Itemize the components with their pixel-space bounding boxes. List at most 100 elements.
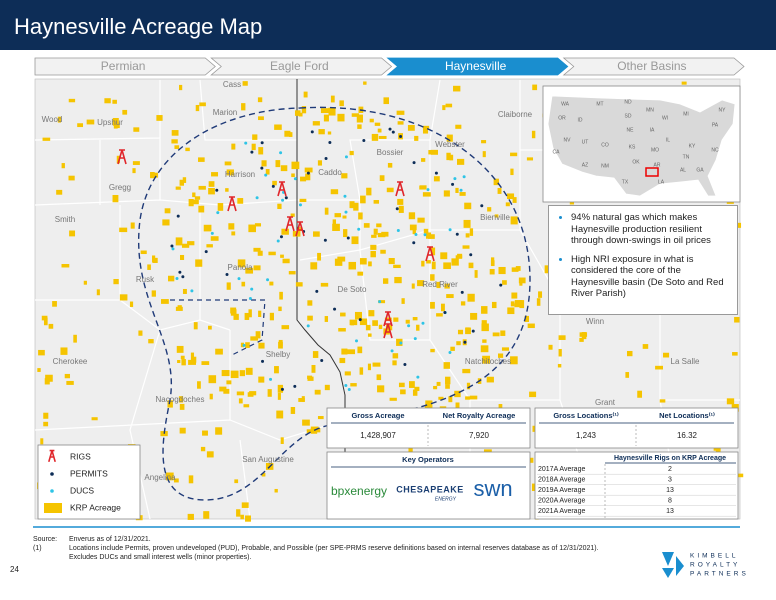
- acreage-tract: [42, 137, 51, 141]
- acreage-tract: [198, 157, 205, 162]
- acreage-tract: [349, 201, 355, 209]
- duc: [459, 188, 463, 192]
- acreage-tract: [267, 389, 272, 397]
- tab[interactable]: [210, 57, 393, 76]
- acreage-tract: [334, 213, 342, 218]
- tab[interactable]: [562, 57, 745, 76]
- acreage-tract: [422, 127, 429, 134]
- acreage-tract: [529, 391, 537, 398]
- acreage-tract: [382, 278, 389, 284]
- operator-logo: CHESAPEAKE: [396, 484, 464, 494]
- acreage-tract: [234, 479, 239, 484]
- acreage-tract: [681, 81, 687, 85]
- acreage-tract: [431, 261, 436, 270]
- acreage-tract: [167, 472, 171, 479]
- acreage-tract: [64, 373, 71, 379]
- state-line: [296, 79, 346, 519]
- acreage-tract: [454, 390, 461, 398]
- state-label: LA: [658, 179, 665, 185]
- acreage-tract: [209, 393, 213, 400]
- tab-label[interactable]: Other Basins: [617, 59, 686, 73]
- acreage-tract: [317, 252, 322, 261]
- acreage-tract: [188, 475, 194, 484]
- acreage-tract: [376, 223, 382, 228]
- permit: [455, 232, 459, 236]
- acreage-tract: [132, 161, 140, 165]
- acreage-tract: [337, 113, 345, 122]
- county-label: Upshur: [97, 118, 123, 127]
- acreage-tract: [363, 81, 367, 85]
- acreage-tract: [373, 200, 380, 204]
- acreage-tract: [469, 395, 478, 400]
- acreage-tract: [261, 473, 266, 477]
- acreage-tract: [156, 115, 163, 121]
- acreage-tract: [341, 348, 348, 355]
- rig-year: 2020A Average: [538, 497, 585, 504]
- tab[interactable]: [34, 57, 216, 76]
- acreage-tract: [277, 384, 284, 393]
- acreage-tract: [182, 288, 187, 294]
- logo-mark: [662, 552, 684, 578]
- tab-label[interactable]: Haynesville: [445, 59, 507, 73]
- rig: [395, 181, 405, 197]
- duc: [414, 232, 418, 236]
- acreage-tract: [514, 300, 523, 307]
- state-label: IL: [666, 137, 670, 143]
- rig: [295, 221, 305, 237]
- state-label: TN: [683, 154, 690, 160]
- note-text: Locations include Permits, proven undeve…: [69, 545, 599, 552]
- acreage-tract: [393, 317, 399, 322]
- acreage-tract: [407, 124, 415, 131]
- acreage-tract: [493, 178, 499, 186]
- acreage-tract: [579, 337, 584, 342]
- permit: [261, 359, 265, 363]
- acreage-tract: [443, 362, 450, 369]
- acreage-tract: [215, 348, 223, 355]
- county-label: Webster: [435, 140, 465, 149]
- acreage-tract: [228, 223, 235, 230]
- acreage-tract: [371, 133, 379, 141]
- acreage-tract: [324, 207, 329, 215]
- acreage-tract: [412, 389, 418, 396]
- tab-label[interactable]: Permian: [101, 59, 146, 73]
- operator-logo: ENERGY: [435, 496, 457, 502]
- acreage-tract: [153, 172, 158, 178]
- acreage-tract: [52, 301, 57, 307]
- acreage-tract: [430, 348, 435, 353]
- state-label: SD: [625, 113, 632, 119]
- tab-label[interactable]: Eagle Ford: [270, 59, 329, 73]
- acreage-tract: [343, 229, 348, 238]
- county-label: Rusk: [136, 275, 155, 284]
- acreage-tract: [324, 316, 329, 322]
- acreage-tract: [378, 324, 383, 330]
- page-number: 24: [10, 565, 19, 574]
- acreage-tract: [45, 374, 53, 382]
- acreage-tract: [168, 275, 175, 282]
- acreage-tract: [129, 301, 134, 307]
- acreage-tract: [291, 173, 295, 178]
- acreage-tract: [278, 306, 282, 312]
- tab[interactable]: [386, 57, 569, 76]
- rig: [425, 246, 435, 262]
- state-label: OR: [558, 115, 566, 121]
- acreage-tract: [294, 110, 301, 116]
- acreage-tract: [510, 216, 518, 225]
- acreage-tract: [505, 202, 510, 207]
- acreage-tract: [372, 320, 378, 326]
- duc: [264, 173, 268, 177]
- acreage-tract: [307, 315, 313, 321]
- acreage-tract: [210, 236, 219, 241]
- acreage-tract: [421, 260, 425, 267]
- duc: [355, 339, 359, 343]
- acreage-tract: [466, 382, 471, 390]
- acreage-tract: [419, 185, 426, 190]
- acreage-tract: [38, 349, 45, 356]
- acreage-tract: [518, 277, 526, 284]
- acreage-tract: [445, 103, 453, 108]
- acreage-tract: [200, 446, 206, 452]
- rig-count: 3: [668, 476, 672, 483]
- table-header: Net Locations⁽¹⁾: [659, 411, 715, 420]
- acreage-tract: [544, 265, 550, 274]
- acreage-tract: [140, 250, 147, 255]
- acreage-tract: [211, 172, 219, 177]
